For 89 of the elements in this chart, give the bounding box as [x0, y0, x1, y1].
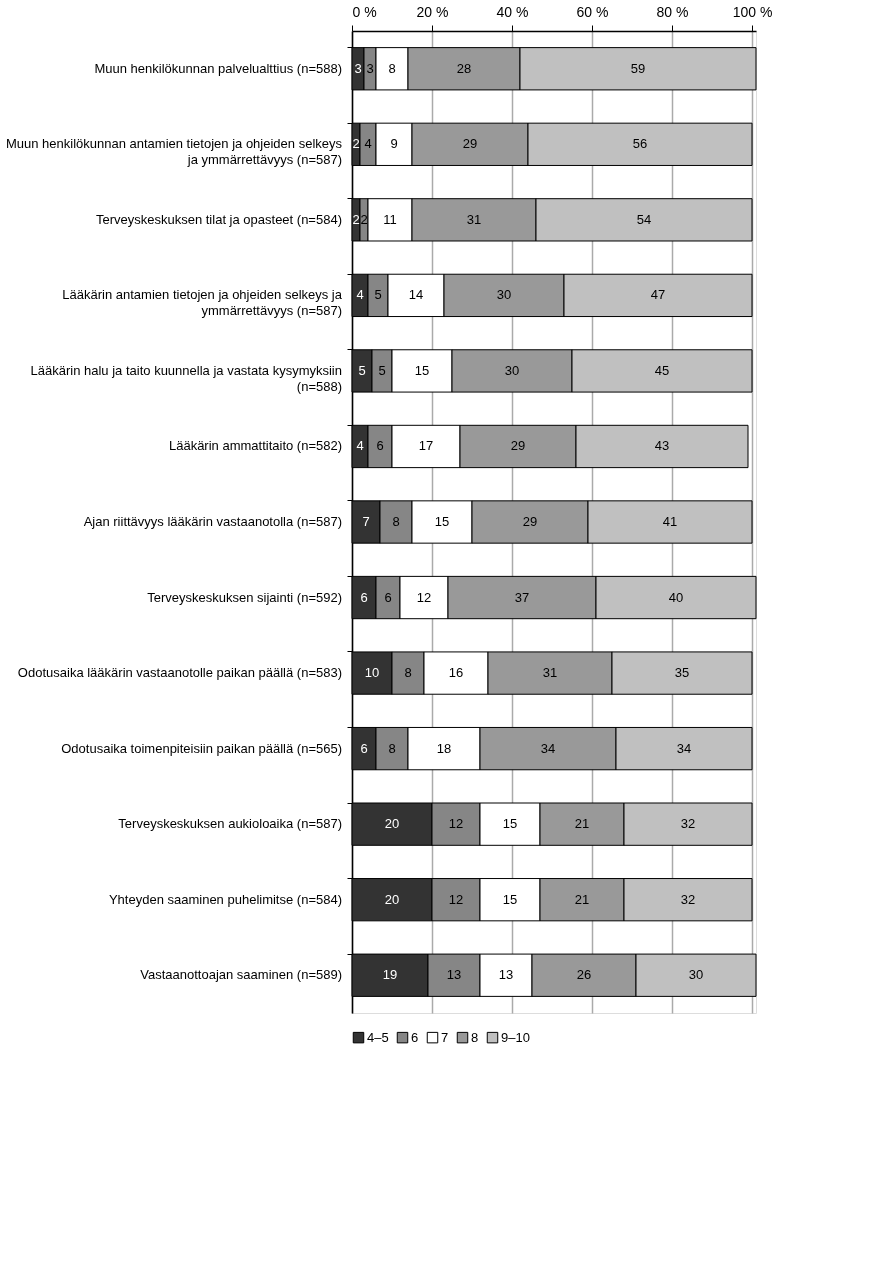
data-label: 34 [676, 740, 692, 756]
data-label: 4 [356, 438, 364, 454]
data-label: 35 [674, 665, 690, 681]
data-label: 12 [416, 589, 432, 605]
data-label: 13 [498, 967, 514, 983]
data-label: 5 [374, 287, 382, 303]
data-label: 16 [448, 665, 464, 681]
data-label: 31 [542, 665, 558, 681]
data-label: 18 [436, 740, 452, 756]
data-label: 37 [514, 589, 530, 605]
data-label: 28 [456, 60, 472, 76]
data-label: 29 [522, 514, 538, 529]
data-label: 30 [688, 967, 704, 983]
data-label: 20 [384, 816, 400, 832]
data-label: 4 [356, 287, 364, 303]
y-tick-label: Odotusaika lääkärin vastaanotolle paikan päällä (n=583) [17, 665, 342, 681]
y-tick-label: Muun henkilökunnan antamien tietojen ja ohjeiden selkeys ja ymmärrettävyys (n=587) [5, 136, 343, 168]
x-tick-label: 100 % [732, 3, 773, 20]
data-label: 59 [630, 60, 646, 76]
legend-label: 4–5 [367, 1029, 389, 1045]
y-tick-label: Terveyskeskuksen aukioloaika (n=587) [118, 816, 342, 832]
data-label: 12 [448, 891, 464, 907]
data-label: 15 [502, 891, 518, 907]
y-tick-label: Vastaanottoajan saaminen (n=589) [140, 967, 342, 983]
data-label: 20 [384, 891, 400, 907]
data-label: 32 [680, 816, 696, 832]
data-label: 29 [510, 438, 526, 454]
data-label: 6 [360, 589, 368, 605]
data-label: 2 [352, 211, 360, 227]
data-label: 4 [364, 136, 372, 152]
data-label: 13 [446, 967, 462, 983]
data-label: 8 [404, 665, 412, 681]
y-tick-label: Terveyskeskuksen sijainti (n=592) [147, 589, 342, 605]
y-tick-label: Lääkärin halu ja taito kuunnella ja vastata kysymyksiin (n=588) [30, 362, 342, 394]
data-label: 11 [383, 211, 397, 227]
data-label: 7 [362, 514, 370, 529]
data-label: 29 [462, 136, 478, 152]
y-tick-label: Ajan riittävyys lääkärin vastaanotolla (n=587) [83, 514, 342, 529]
data-label: 14 [408, 287, 424, 303]
data-label: 10 [364, 665, 380, 681]
legend-label: 7 [441, 1029, 449, 1045]
y-tick-label: Muun henkilökunnan palvelualttius (n=588) [94, 60, 342, 76]
legend-label: 8 [471, 1029, 479, 1045]
data-label: 30 [504, 362, 520, 378]
data-label: 6 [376, 438, 384, 454]
y-tick-label: Lääkärin antamien tietojen ja ohjeiden selkeys ja ymmärrettävyys (n=587) [62, 287, 343, 319]
y-tick-label: Terveyskeskuksen tilat ja opasteet (n=584) [95, 211, 342, 227]
data-label: 32 [680, 891, 696, 907]
data-label: 8 [388, 740, 396, 756]
data-label: 15 [434, 514, 450, 529]
data-label: 21 [574, 891, 590, 907]
y-tick-label: Yhteyden saaminen puhelimitse (n=584) [108, 891, 342, 907]
data-label: 56 [632, 136, 648, 152]
data-label: 40 [668, 589, 684, 605]
x-tick-label: 80 % [656, 3, 689, 20]
y-tick-label: Lääkärin ammattitaito (n=582) [168, 438, 342, 454]
data-label: 6 [360, 740, 368, 756]
data-label: 19 [382, 967, 398, 983]
data-label: 21 [574, 816, 590, 832]
data-label: 30 [496, 287, 512, 303]
data-label: 8 [392, 514, 400, 529]
data-label: 5 [358, 362, 366, 378]
data-label: 41 [662, 514, 678, 529]
data-label: 17 [418, 438, 434, 454]
data-label: 2 [360, 211, 368, 227]
data-label: 31 [466, 211, 482, 227]
data-label: 2 [352, 136, 360, 152]
data-label: 45 [654, 362, 670, 378]
data-label: 47 [650, 287, 666, 303]
y-tick-label: Odotusaika toimenpiteisiin paikan päällä (n=565) [61, 740, 342, 756]
data-label: 9 [390, 136, 398, 152]
data-label: 3 [354, 60, 362, 76]
x-tick-label: 0 % [352, 3, 377, 20]
data-label: 54 [636, 211, 652, 227]
x-tick-label: 20 % [416, 3, 449, 20]
x-tick-label: 40 % [496, 3, 529, 20]
data-label: 12 [448, 816, 464, 832]
data-label: 15 [502, 816, 518, 832]
data-label: 26 [576, 967, 592, 983]
data-label: 5 [378, 362, 386, 378]
legend-label: 6 [411, 1029, 419, 1045]
data-label: 6 [384, 589, 392, 605]
legend-label: 9–10 [501, 1029, 530, 1045]
data-label: 15 [414, 362, 430, 378]
data-label: 3 [366, 60, 374, 76]
data-label: 8 [388, 60, 396, 76]
x-tick-label: 60 % [576, 3, 609, 20]
data-label: 34 [540, 740, 556, 756]
data-label: 43 [654, 438, 670, 454]
